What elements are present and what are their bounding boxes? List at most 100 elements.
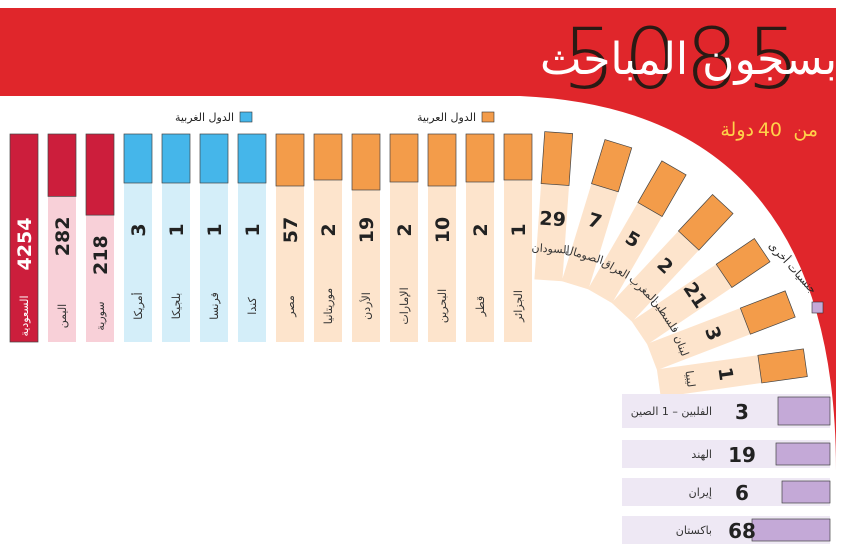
value-label: 1 <box>713 366 737 382</box>
value-label: 2 <box>318 223 340 236</box>
value-label: 4254 <box>14 218 36 271</box>
other-row: 3 الفلبين – 1 الصين <box>622 394 831 428</box>
value-label: 29 <box>539 208 567 232</box>
country-label: سورية <box>94 301 107 330</box>
bar <box>351 133 381 191</box>
arab-column: 29 السودان <box>531 131 574 282</box>
subtitle-number: 40 <box>758 119 782 141</box>
bar <box>427 133 457 187</box>
gulf-column: 218 سورية <box>85 133 115 342</box>
country-label: السودان <box>531 241 570 257</box>
bar <box>199 133 229 184</box>
bar <box>9 133 39 343</box>
western-column: 1 كندا <box>237 133 267 342</box>
country-label: فرنسا <box>208 292 221 320</box>
value-label: 2 <box>394 223 416 236</box>
value-label: 1 <box>508 223 530 236</box>
western-column: 3 أمريكا <box>123 133 153 342</box>
header-title: موقوفا بسجون المباحث <box>540 34 846 85</box>
value-label: 57 <box>280 217 302 243</box>
value-label: 1 <box>204 223 226 236</box>
country-label: البحرين <box>436 289 449 323</box>
bar <box>677 193 734 251</box>
subtitle-suffix: دولة <box>720 119 754 141</box>
value-label: 68 <box>728 519 756 543</box>
country-label: الجزائر <box>512 290 525 323</box>
legend-western-label: الدول الغربية <box>175 111 234 124</box>
value-label: 1 <box>242 223 264 236</box>
country-label: الأردن <box>359 292 373 320</box>
value-label: 19 <box>356 217 378 243</box>
value-label: 1 <box>166 223 188 236</box>
bar <box>313 133 343 181</box>
total-count: 5085 <box>562 10 808 108</box>
bar <box>715 238 771 288</box>
value-label: 19 <box>728 443 756 467</box>
subtitle: من 40 دولة <box>720 119 818 141</box>
country-label: باكستان <box>676 524 712 537</box>
country-label: كندا <box>246 297 259 315</box>
country-label: موريتانيا <box>322 288 335 324</box>
value-label: 6 <box>735 481 749 505</box>
gulf-column: 282 اليمن <box>47 133 77 342</box>
arab-column: 2 قطر <box>465 133 495 342</box>
arab-column: 2 الإمارات <box>389 133 419 342</box>
value-label: 2 <box>470 223 492 236</box>
value-label: 218 <box>90 235 112 275</box>
other-row: 6 إيران <box>622 478 831 506</box>
arab-column: 1 ليبيا <box>656 348 808 398</box>
bar <box>775 442 831 466</box>
arab-column: 57 مصر <box>275 133 305 342</box>
arab-column: 19 الأردن <box>351 133 381 342</box>
country-label: بلجيكا <box>170 293 183 320</box>
bar <box>47 133 77 197</box>
bar <box>237 133 267 184</box>
legend-arab: الدول العربية <box>417 111 495 124</box>
bar <box>123 133 153 184</box>
bar <box>637 160 687 217</box>
country-label: مصر <box>284 295 297 318</box>
bar <box>465 133 495 183</box>
country-label: أمريكا <box>131 292 145 320</box>
legend-western-swatch <box>239 111 253 123</box>
bar <box>757 348 808 384</box>
arab-column: 1 الجزائر <box>503 133 533 342</box>
legend-arab-swatch <box>481 111 495 123</box>
value-label: 282 <box>52 217 74 257</box>
bar <box>275 133 305 187</box>
bar <box>751 518 831 542</box>
other-row: 19 الهند <box>622 440 831 468</box>
bars-layer: 4254 السعودية 282 اليمن 218 سورية 3 أمريكا 1 بلجي… <box>9 131 831 544</box>
bar <box>781 480 831 504</box>
country-label: الإمارات <box>398 287 411 324</box>
arab-column: 2 موريتانيا <box>313 133 343 342</box>
arab-column: 10 البحرين <box>427 133 457 342</box>
value-label: 10 <box>432 217 454 243</box>
country-label: إيران <box>689 486 712 499</box>
other-row: 68 باكستان <box>622 516 831 544</box>
value-label: 3 <box>735 400 749 424</box>
bar <box>389 133 419 183</box>
country-label: اليمن <box>56 304 69 328</box>
subtitle-prefix: من <box>793 119 818 141</box>
legend-arab-label: الدول العربية <box>417 111 476 124</box>
country-label: ليبيا <box>682 370 697 388</box>
country-label: الفلبين – 1 الصين <box>631 405 712 418</box>
country-label: السعودية <box>18 295 31 336</box>
bar <box>739 290 796 335</box>
bar <box>161 133 191 184</box>
bar <box>85 133 115 216</box>
bar <box>591 139 633 193</box>
bar <box>540 131 574 186</box>
legend-western: الدول الغربية <box>175 111 253 124</box>
gulf-column: 4254 السعودية <box>9 133 39 343</box>
value-label: 3 <box>128 223 150 236</box>
value-label: 7 <box>585 209 604 234</box>
legend-other-swatch <box>811 301 824 314</box>
western-column: 1 بلجيكا <box>161 133 191 342</box>
